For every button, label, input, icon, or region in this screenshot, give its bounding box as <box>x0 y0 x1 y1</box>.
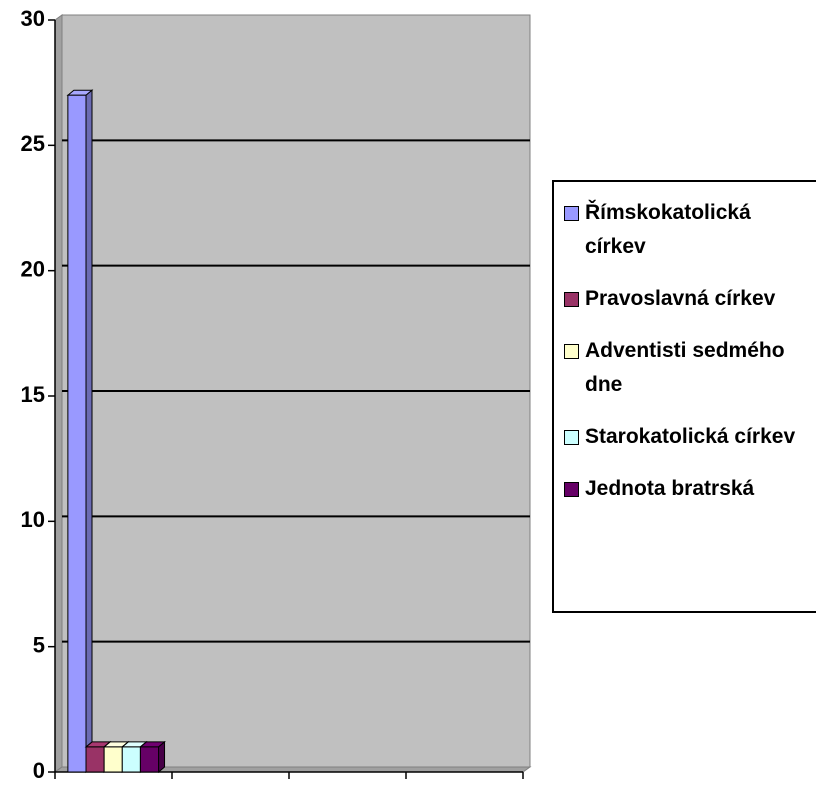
bar <box>103 746 123 773</box>
legend-swatch <box>564 292 579 307</box>
legend-entry: Římskokatolická církev <box>564 196 816 264</box>
legend-swatch <box>564 482 579 497</box>
legend-entry: Starokatolická církev <box>564 420 816 454</box>
bar-side <box>158 740 166 774</box>
y-tick-label: 15 <box>21 382 45 407</box>
bar <box>121 746 141 773</box>
legend-label: Římskokatolická církev <box>585 201 751 258</box>
bar <box>139 746 160 773</box>
bar <box>85 746 105 773</box>
legend-entry: Jednota bratrská <box>564 472 816 506</box>
y-tick-label: 10 <box>21 507 45 532</box>
legend-label: Starokatolická církev <box>585 425 796 448</box>
legend-swatch <box>564 344 579 359</box>
legend-entry: Pravoslavná církev <box>564 282 816 316</box>
side-wall <box>54 14 63 773</box>
y-tick-label: 0 <box>33 758 45 783</box>
y-tick-label: 5 <box>33 632 45 657</box>
legend-entry: Adventisti sedmého dne <box>564 334 816 402</box>
legend-swatch <box>564 430 579 445</box>
y-tick-label: 25 <box>21 131 45 156</box>
legend: Římskokatolická církev Pravoslavná církev… <box>552 180 816 613</box>
legend-label: Adventisti sedmého dne <box>585 339 785 396</box>
chart: 0 5 10 15 20 25 30 <box>21 6 532 783</box>
bar-side <box>85 89 93 774</box>
legend-label: Pravoslavná církev <box>585 287 776 310</box>
legend-swatch <box>564 206 579 221</box>
y-tick-label: 20 <box>21 256 45 281</box>
y-tick-label: 30 <box>21 6 45 31</box>
bar <box>67 94 87 773</box>
legend-label: Jednota bratrská <box>585 477 755 500</box>
